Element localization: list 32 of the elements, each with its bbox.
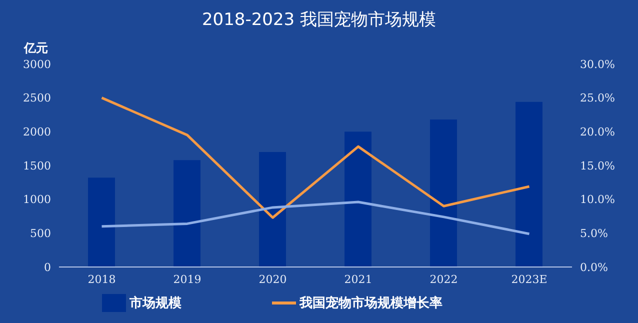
bar bbox=[174, 160, 200, 267]
x-tick-label: 2018 bbox=[88, 272, 116, 286]
x-tick-label: 2021 bbox=[344, 272, 372, 286]
y2-tick-label: 5.0% bbox=[580, 227, 608, 240]
x-tick-label: 2023E bbox=[511, 272, 548, 286]
y-tick-label: 2500 bbox=[23, 92, 51, 105]
y-axis-title: 亿元 bbox=[24, 40, 48, 57]
y2-tick-label: 15.0% bbox=[580, 159, 615, 172]
x-tick-label: 2022 bbox=[430, 272, 458, 286]
line-series bbox=[100, 200, 530, 236]
bar bbox=[88, 178, 115, 267]
y-tick-label: 3000 bbox=[23, 58, 51, 71]
y2-tick-label: 20.0% bbox=[580, 126, 615, 139]
y-tick-label: 1000 bbox=[23, 193, 51, 206]
chart-title: 2018-2023 我国宠物市场规模 bbox=[200, 9, 438, 31]
y2-tick-label: 0.0% bbox=[580, 260, 608, 274]
y2-tick-label: 25.0% bbox=[580, 92, 615, 105]
y-tick-label: 2000 bbox=[23, 126, 51, 139]
legend-label: 市场规模 bbox=[130, 296, 182, 311]
y-tick-label: 500 bbox=[30, 227, 51, 240]
line-series bbox=[100, 96, 530, 219]
bar bbox=[516, 102, 542, 267]
y2-tick-label: 10.0% bbox=[580, 193, 615, 206]
legend-label: 我国宠物市场规模增长率 bbox=[300, 296, 442, 311]
bar bbox=[344, 132, 372, 267]
bar bbox=[430, 119, 457, 267]
bar bbox=[259, 152, 286, 267]
y-tick-label: 1500 bbox=[23, 159, 51, 172]
y2-tick-label: 30.0% bbox=[580, 58, 615, 71]
x-tick-label: 2020 bbox=[258, 272, 287, 286]
y-tick-label: 0 bbox=[44, 260, 51, 274]
x-tick-label: 2019 bbox=[173, 272, 202, 286]
